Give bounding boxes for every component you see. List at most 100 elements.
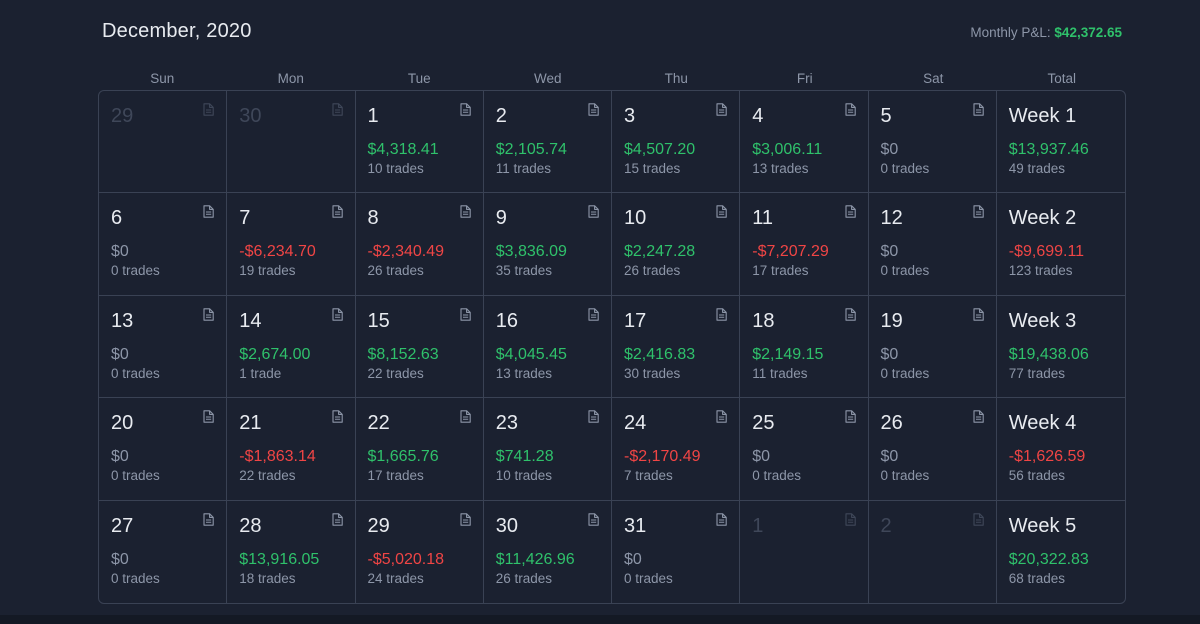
note-icon[interactable] (460, 205, 471, 219)
calendar-day[interactable]: 3 $4,507.20 15 trades (612, 91, 741, 194)
note-icon[interactable] (716, 512, 727, 526)
calendar-day[interactable]: 17 $2,416.83 30 trades (612, 295, 741, 399)
day-pnl: -$6,234.70 (239, 243, 316, 261)
calendar-day-outside-month[interactable]: 2 (869, 500, 997, 603)
day-trade-count: 18 trades (239, 570, 296, 586)
calendar-day[interactable]: 10 $2,247.28 26 trades (612, 193, 741, 296)
note-icon[interactable] (588, 512, 599, 526)
note-icon[interactable] (588, 205, 599, 219)
note-icon[interactable] (203, 512, 214, 526)
day-trade-count: 0 trades (880, 365, 930, 381)
day-trade-count: 0 trades (880, 468, 930, 484)
day-number: 6 (111, 207, 123, 230)
calendar-day[interactable]: 20 $0 0 trades (99, 398, 228, 501)
week-label: Week 5 (1008, 514, 1077, 537)
calendar-day[interactable]: 8 -$2,340.49 26 trades (355, 193, 484, 296)
note-icon[interactable] (844, 103, 856, 116)
calendar-day[interactable]: 31 $0 0 trades (612, 500, 741, 603)
note-icon[interactable] (973, 308, 984, 321)
note-icon[interactable] (460, 410, 471, 423)
week-total-cell[interactable]: Week 2 -$9,699.11 123 trades (996, 193, 1125, 296)
calendar-day[interactable]: 15 $8,152.63 22 trades (355, 295, 484, 399)
calendar-day[interactable]: 9 $3,836.09 35 trades (483, 193, 612, 296)
note-icon[interactable] (844, 205, 856, 219)
note-icon[interactable] (460, 103, 471, 116)
day-number: 16 (495, 309, 518, 332)
calendar-day[interactable]: 21 -$1,863.14 22 trades (227, 398, 356, 501)
day-pnl: $2,247.28 (624, 243, 696, 261)
calendar-day[interactable]: 11 -$7,207.29 17 trades (740, 193, 869, 296)
day-pnl: -$2,340.49 (367, 243, 445, 261)
calendar-day[interactable]: 12 $0 0 trades (868, 193, 997, 296)
calendar-day[interactable]: 27 $0 0 trades (99, 500, 228, 603)
calendar-day[interactable]: 2 $2,105.74 11 trades (483, 91, 612, 194)
calendar-day[interactable]: 18 $2,149.15 11 trades (740, 295, 869, 399)
note-icon[interactable] (588, 308, 599, 321)
note-icon[interactable] (844, 512, 856, 526)
week-trade-count: 68 trades (1008, 570, 1066, 586)
calendar-day[interactable]: 19 $0 0 trades (868, 295, 997, 399)
day-pnl: $0 (111, 243, 129, 261)
note-icon[interactable] (331, 103, 343, 116)
day-pnl: $0 (111, 550, 129, 568)
note-icon[interactable] (203, 205, 214, 219)
day-trade-count: 17 trades (367, 468, 424, 484)
note-icon[interactable] (203, 103, 214, 116)
day-number: 12 (880, 207, 903, 230)
week-total-cell[interactable]: Week 3 $19,438.06 77 trades (996, 296, 1125, 399)
calendar-day[interactable]: 7 -$6,234.70 19 trades (227, 193, 356, 296)
day-pnl: $0 (880, 141, 899, 158)
week-label: Week 1 (1008, 105, 1077, 127)
day-number: 29 (367, 514, 390, 537)
note-icon[interactable] (331, 410, 343, 423)
note-icon[interactable] (973, 205, 984, 219)
note-icon[interactable] (203, 410, 214, 423)
day-pnl: $1,665.76 (367, 448, 439, 466)
note-icon[interactable] (716, 410, 727, 423)
week-pnl: $20,322.83 (1008, 550, 1089, 568)
note-icon[interactable] (460, 308, 471, 321)
calendar-day[interactable]: 16 $4,045.45 13 trades (483, 295, 612, 399)
note-icon[interactable] (844, 410, 856, 423)
day-number: 26 (880, 412, 903, 435)
week-total-cell[interactable]: Week 4 -$1,626.59 56 trades (996, 398, 1125, 501)
calendar-day[interactable]: 28 $13,916.05 18 trades (227, 500, 356, 603)
note-icon[interactable] (331, 205, 343, 219)
note-icon[interactable] (973, 103, 984, 116)
calendar-day[interactable]: 4 $3,006.11 13 trades (740, 91, 869, 194)
day-number: 23 (495, 412, 518, 435)
calendar-day-outside-month[interactable]: 1 (740, 500, 869, 603)
note-icon[interactable] (973, 512, 984, 526)
note-icon[interactable] (973, 410, 984, 423)
note-icon[interactable] (588, 410, 599, 423)
calendar-day[interactable]: 23 $741.28 10 trades (483, 398, 612, 501)
day-pnl: -$5,020.18 (367, 550, 445, 568)
note-icon[interactable] (588, 103, 599, 116)
calendar-day[interactable]: 22 $1,665.76 17 trades (355, 398, 484, 501)
note-icon[interactable] (716, 103, 727, 116)
day-pnl: $2,416.83 (624, 345, 696, 363)
calendar-day[interactable]: 5 $0 0 trades (868, 91, 997, 194)
note-icon[interactable] (844, 308, 856, 321)
note-icon[interactable] (716, 205, 727, 219)
note-icon[interactable] (203, 308, 214, 321)
calendar-day[interactable]: 1 $4,318.41 10 trades (355, 91, 484, 194)
note-icon[interactable] (331, 512, 343, 526)
calendar-day[interactable]: 13 $0 0 trades (99, 295, 228, 399)
calendar-day[interactable]: 29 -$5,020.18 24 trades (356, 500, 484, 603)
calendar-day[interactable]: 26 $0 0 trades (868, 398, 997, 501)
calendar-day-outside-month[interactable]: 29 (99, 91, 228, 194)
calendar-day[interactable]: 30 $11,426.96 26 trades (484, 500, 612, 603)
week-total-cell[interactable]: Week 1 $13,937.46 49 trades (996, 91, 1125, 194)
calendar-day[interactable]: 24 -$2,170.49 7 trades (612, 398, 741, 501)
calendar-day[interactable]: 25 $0 0 trades (740, 398, 869, 501)
note-icon[interactable] (460, 512, 471, 526)
note-icon[interactable] (716, 308, 727, 321)
week-total-cell[interactable]: Week 5 $20,322.83 68 trades (997, 501, 1125, 603)
note-icon[interactable] (331, 308, 343, 321)
weekday-label: Tue (407, 71, 431, 86)
calendar-day-outside-month[interactable]: 30 (227, 91, 356, 194)
weekday-label: Wed (533, 71, 562, 86)
calendar-day[interactable]: 14 $2,674.00 1 trade (227, 295, 356, 399)
calendar-day[interactable]: 6 $0 0 trades (99, 193, 228, 296)
